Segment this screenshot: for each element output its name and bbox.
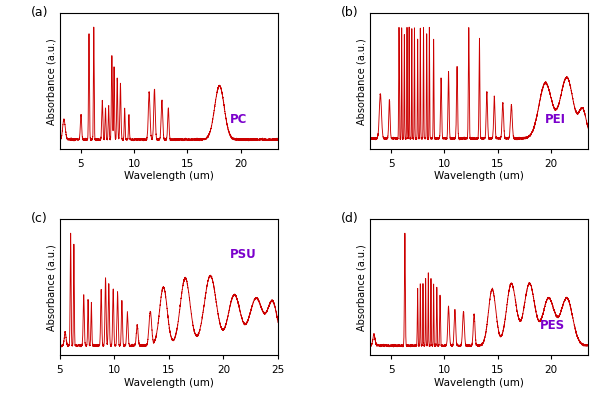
Y-axis label: Absorbance (a.u.): Absorbance (a.u.)	[357, 38, 367, 125]
Text: PES: PES	[540, 319, 565, 332]
X-axis label: Wavelength (um): Wavelength (um)	[124, 171, 214, 181]
Text: PSU: PSU	[230, 247, 257, 260]
Text: PEI: PEI	[544, 113, 565, 126]
X-axis label: Wavelength (um): Wavelength (um)	[124, 377, 214, 387]
Y-axis label: Absorbance (a.u.): Absorbance (a.u.)	[47, 244, 57, 330]
Y-axis label: Absorbance (a.u.): Absorbance (a.u.)	[47, 38, 57, 125]
Y-axis label: Absorbance (a.u.): Absorbance (a.u.)	[357, 244, 367, 330]
Text: (d): (d)	[341, 211, 359, 225]
X-axis label: Wavelength (um): Wavelength (um)	[434, 377, 524, 387]
X-axis label: Wavelength (um): Wavelength (um)	[434, 171, 524, 181]
Text: (c): (c)	[31, 211, 48, 225]
Text: (b): (b)	[341, 6, 359, 19]
Text: PC: PC	[230, 113, 247, 126]
Text: (a): (a)	[31, 6, 49, 19]
